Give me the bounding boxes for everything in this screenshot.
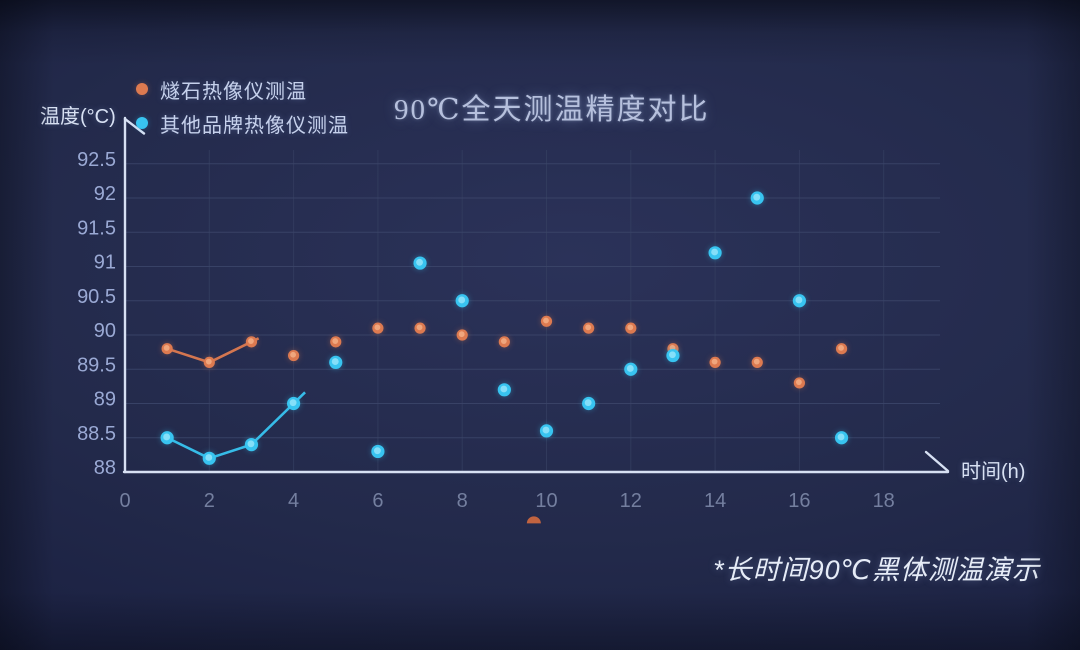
data-point-highlight xyxy=(711,358,718,365)
x-tick-label: 10 xyxy=(535,490,557,512)
legend-label: 其他品牌热像仪测温 xyxy=(160,114,349,137)
data-point-highlight xyxy=(711,248,719,256)
data-point-highlight xyxy=(416,258,423,266)
data-point-highlight xyxy=(585,324,592,331)
y-tick-label: 89.5 xyxy=(77,354,116,376)
legend-label: 燧石热像仪测温 xyxy=(160,80,307,103)
x-tick-label: 12 xyxy=(620,490,642,512)
legend-dot-icon xyxy=(136,117,148,129)
chart-title: 90℃全天测温精度对比 xyxy=(394,94,710,126)
data-point-highlight xyxy=(458,331,465,338)
footnote: *长时间90℃黑体测温演示 xyxy=(713,555,1040,585)
data-point-highlight xyxy=(626,365,634,372)
data-point-highlight xyxy=(205,454,213,461)
data-point-highlight xyxy=(331,358,339,366)
y-tick-label: 90 xyxy=(94,320,116,342)
data-point-highlight xyxy=(753,193,761,201)
data-point-highlight xyxy=(542,426,550,434)
data-point-highlight xyxy=(163,344,170,351)
data-point-highlight xyxy=(500,385,508,393)
y-tick-label: 89 xyxy=(94,389,116,411)
data-point-highlight xyxy=(416,324,423,331)
data-point-highlight xyxy=(669,351,676,359)
data-point-highlight xyxy=(795,296,803,304)
x-tick-label: 14 xyxy=(704,490,726,512)
x-tick-label: 4 xyxy=(288,490,299,512)
data-point-highlight xyxy=(543,317,549,324)
data-point-highlight xyxy=(289,399,297,407)
data-point-highlight xyxy=(373,447,381,455)
x-axis-arrow-icon xyxy=(924,450,950,473)
x-tick-label: 18 xyxy=(873,490,895,512)
data-point-highlight xyxy=(248,338,254,344)
legend-item: 其他品牌热像仪测温 xyxy=(136,106,349,140)
x-axis-label: 时间(h) xyxy=(961,461,1026,483)
y-tick-label: 91 xyxy=(94,252,116,274)
data-point-highlight xyxy=(837,433,845,441)
data-point-highlight xyxy=(584,399,592,407)
data-point-highlight xyxy=(205,358,212,365)
y-tick-label: 88 xyxy=(94,457,116,479)
data-point-highlight xyxy=(458,296,466,304)
data-point-highlight xyxy=(838,344,844,351)
y-tick-label: 92.5 xyxy=(77,149,116,171)
y-axis-label: 温度(°C) xyxy=(40,106,116,128)
y-tick-label: 90.5 xyxy=(77,286,116,308)
data-point-highlight xyxy=(247,440,255,448)
legend-dot-icon xyxy=(136,83,148,95)
y-tick-label: 92 xyxy=(94,183,116,205)
data-point-highlight xyxy=(332,338,339,344)
y-tick-label: 91.5 xyxy=(77,217,116,239)
legend: 燧石热像仪测温 其他品牌热像仪测温 xyxy=(136,72,349,140)
data-point-highlight xyxy=(163,433,171,441)
x-tick-label: 0 xyxy=(119,490,130,512)
data-point-highlight xyxy=(753,358,760,365)
y-axis-arrow-icon xyxy=(123,117,146,135)
data-point-highlight xyxy=(500,338,507,344)
data-point-highlight xyxy=(627,324,634,331)
legend-item: 燧石热像仪测温 xyxy=(136,72,349,106)
clipped-stray-point xyxy=(526,516,541,524)
x-tick-label: 8 xyxy=(457,490,468,512)
x-tick-label: 2 xyxy=(204,490,215,512)
y-tick-label: 88.5 xyxy=(77,423,116,445)
x-tick-label: 6 xyxy=(372,490,383,512)
series-line xyxy=(166,391,306,460)
data-point-highlight xyxy=(374,324,381,331)
data-point-highlight xyxy=(290,351,297,358)
data-point-highlight xyxy=(795,379,802,386)
x-tick-label: 16 xyxy=(788,490,810,512)
